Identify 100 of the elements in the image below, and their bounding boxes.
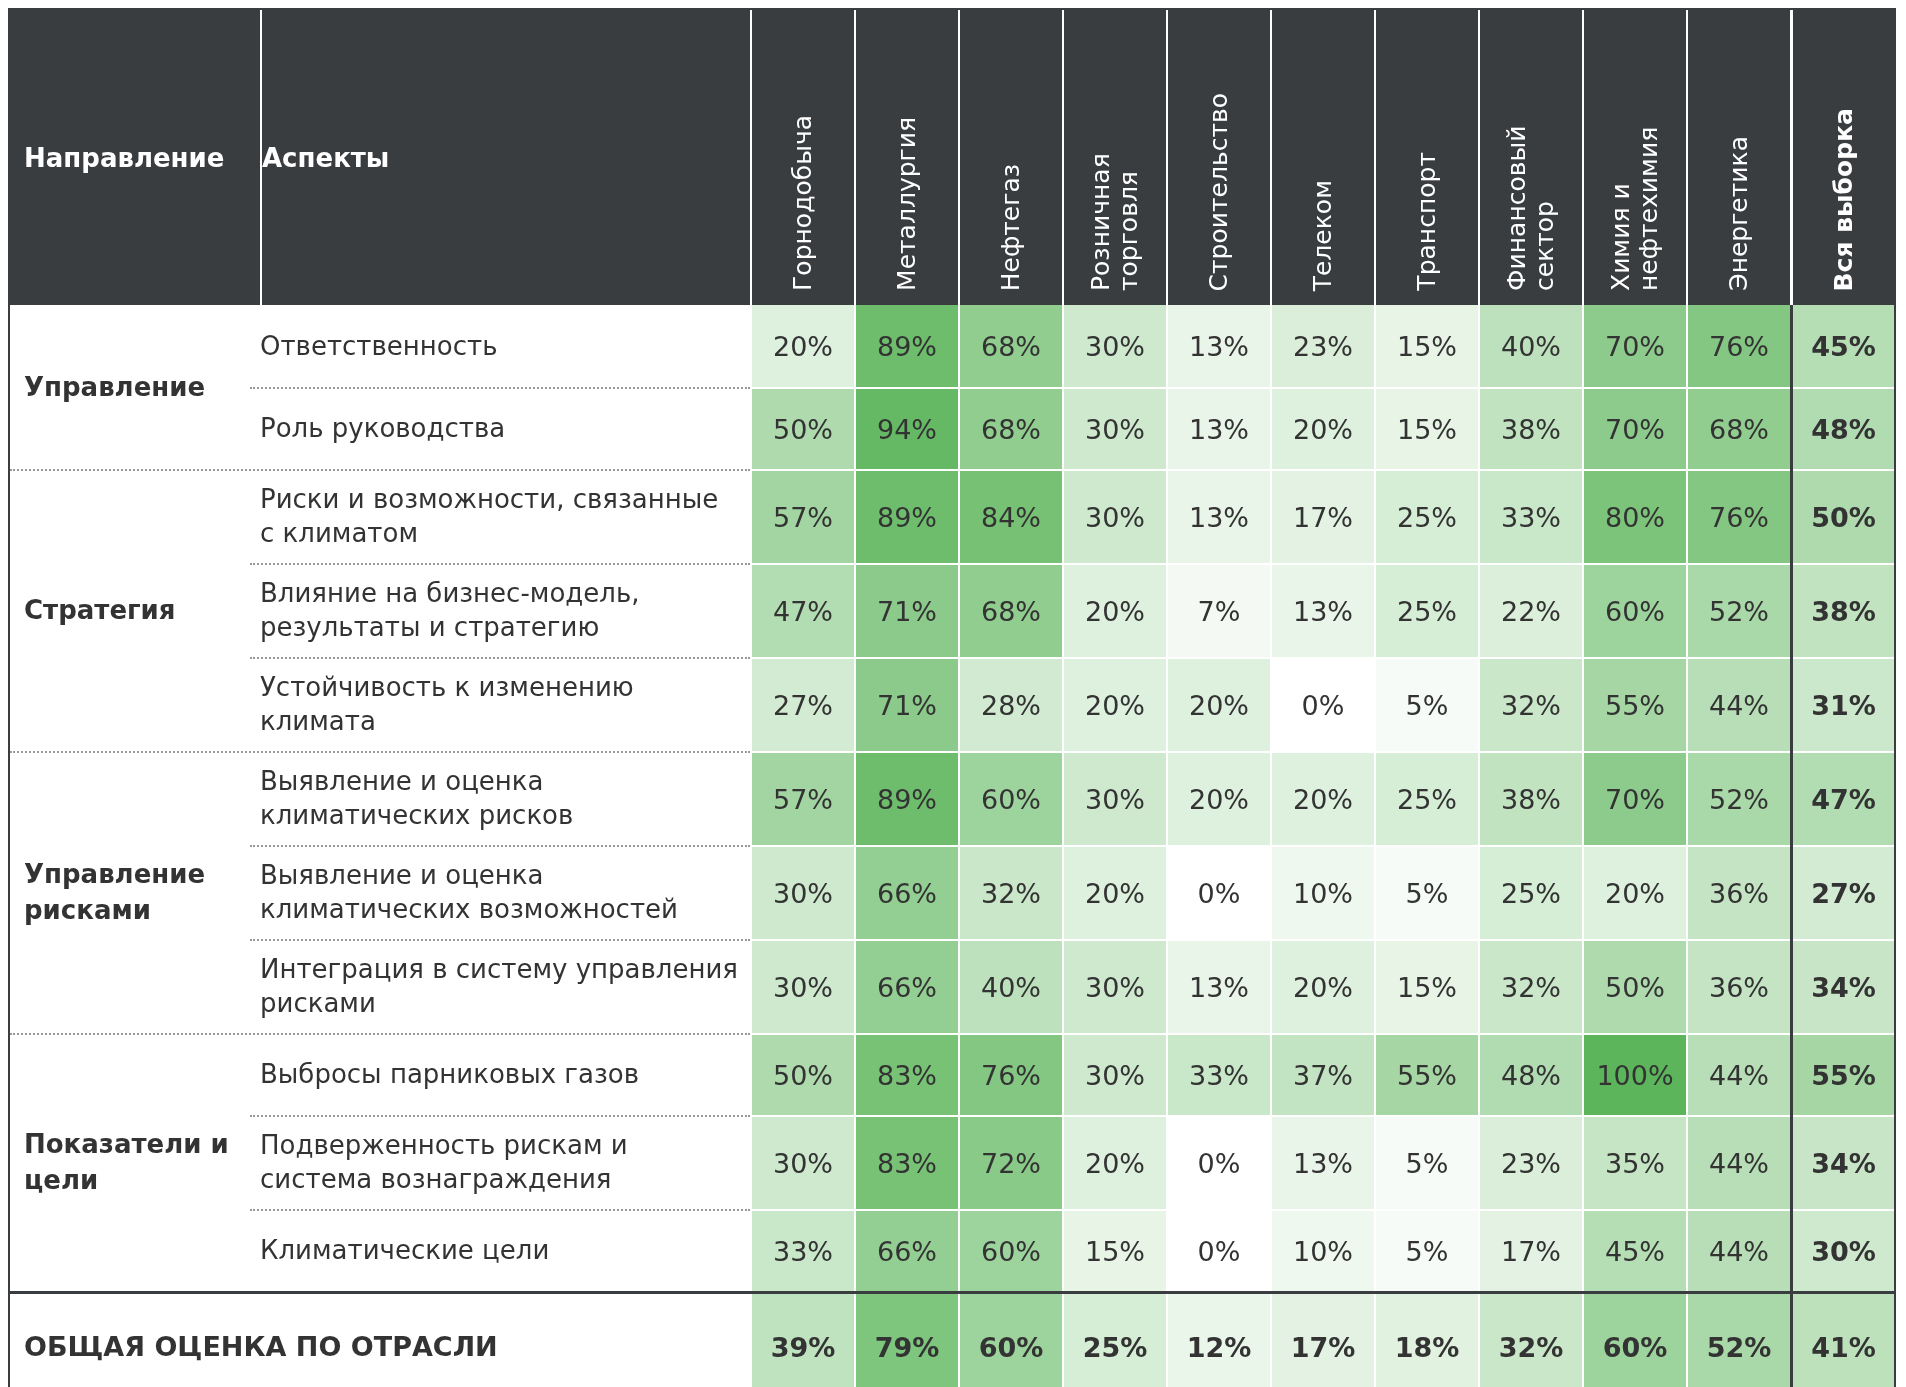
x-tick-label: Вся выборка [1828,107,1858,291]
data-label: 50% [772,413,833,445]
y-tick-label: Выявление и оценка климатических рисков [260,765,575,832]
data-label: 0% [1197,1147,1241,1179]
data-label: 0% [1197,1235,1241,1267]
data-label: 35% [1604,1147,1665,1179]
y2-tick-label: Управление [24,371,206,404]
data-label: 66% [876,1235,937,1267]
data-label: 34% [1811,1147,1876,1179]
data-label: 32% [1498,1332,1564,1363]
data-label: 52% [1708,595,1769,627]
data-label: 45% [1604,1235,1665,1267]
data-label: 34% [1811,971,1876,1003]
data-label: 66% [876,877,937,909]
data-label: 20% [1084,689,1145,721]
y2-tick-label: Показатели и цели [24,1128,230,1197]
data-label: 33% [1188,1059,1249,1091]
data-label: 32% [1500,689,1561,721]
y-axis-title: Аспекты [262,142,390,173]
y-tick-label: Риски и возможности, связанные с климатом [260,483,720,550]
data-label: 68% [1708,413,1769,445]
data-label: 60% [980,783,1041,815]
data-label: 60% [1602,1332,1668,1363]
data-label: 48% [1500,1059,1561,1091]
y-tick-label: Климатические цели [260,1234,550,1267]
y2-tick-label: Управление рисками [24,858,207,927]
data-label: 39% [770,1332,836,1363]
data-label: 20% [1292,783,1353,815]
data-label: 32% [980,877,1041,909]
data-label: 30% [1084,330,1145,362]
data-label: 20% [1292,971,1353,1003]
data-label: 41% [1811,1332,1876,1363]
data-label: 20% [1084,877,1145,909]
data-label: 25% [1396,501,1457,533]
data-label: 50% [1604,971,1665,1003]
data-label: 71% [876,689,937,721]
data-label: 13% [1188,971,1249,1003]
data-label: 25% [1500,877,1561,909]
data-label: 72% [980,1147,1041,1179]
data-label: 70% [1604,783,1665,815]
data-label: 44% [1708,1059,1769,1091]
data-label: 40% [1500,330,1561,362]
x-tick-label: Нефтегаз [996,163,1025,291]
data-label: 20% [1604,877,1665,909]
x-tick-label: Телеком [1308,179,1337,291]
y2-tick-label: Стратегия [24,594,176,627]
data-label: 68% [980,330,1041,362]
data-label: 33% [772,1235,833,1267]
data-label: 66% [876,971,937,1003]
data-label: 13% [1188,501,1249,533]
data-label: 12% [1186,1332,1252,1363]
data-label: 84% [980,501,1041,533]
y-tick-label: Роль руководства [260,412,506,445]
x-tick-label: Химия и нефтехимия [1606,126,1663,291]
data-label: 17% [1500,1235,1561,1267]
x-tick-label: Розничная торговля [1086,153,1143,291]
data-label: 10% [1292,877,1353,909]
data-label: 13% [1188,413,1249,445]
data-label: 15% [1396,971,1457,1003]
data-label: 30% [1084,971,1145,1003]
data-label: 68% [980,413,1041,445]
x-tick-label: Транспорт [1412,152,1441,291]
data-label: 36% [1708,877,1769,909]
data-label: 60% [1604,595,1665,627]
data-label: 57% [772,783,833,815]
data-label: 20% [1292,413,1353,445]
y-tick-label: Выбросы парниковых газов [260,1058,639,1091]
data-label: 31% [1811,689,1876,721]
x-tick-label: Строительство [1204,92,1233,291]
data-label: 70% [1604,413,1665,445]
y-tick-label: Подверженность рискам и система вознаграждения [260,1129,629,1196]
data-label: 94% [876,413,937,445]
data-label: 55% [1396,1059,1457,1091]
data-label: 40% [980,971,1041,1003]
data-label: 47% [772,595,833,627]
data-label: 47% [1811,783,1876,815]
data-label: 5% [1405,1235,1449,1267]
data-label: 76% [1708,330,1769,362]
data-label: 20% [772,330,833,362]
data-label: 7% [1197,595,1241,627]
data-label: 45% [1811,330,1876,362]
data-label: 83% [876,1147,937,1179]
data-label: 30% [772,971,833,1003]
data-label: 10% [1292,1235,1353,1267]
data-label: 48% [1811,413,1876,445]
data-label: 25% [1396,783,1457,815]
data-label: 60% [980,1235,1041,1267]
data-label: 76% [980,1059,1041,1091]
data-label: 28% [980,689,1041,721]
y-tick-label: Интеграция в систему управления рисками [260,953,739,1020]
x-tick-label: Энергетика [1724,136,1753,291]
data-label: 38% [1500,413,1561,445]
data-label: 20% [1188,783,1249,815]
data-label: 32% [1500,971,1561,1003]
data-label: 50% [1811,501,1876,533]
data-label: 83% [876,1059,937,1091]
data-label: 15% [1396,413,1457,445]
data-label: 89% [876,330,937,362]
data-label: 13% [1292,1147,1353,1179]
data-label: 15% [1084,1235,1145,1267]
